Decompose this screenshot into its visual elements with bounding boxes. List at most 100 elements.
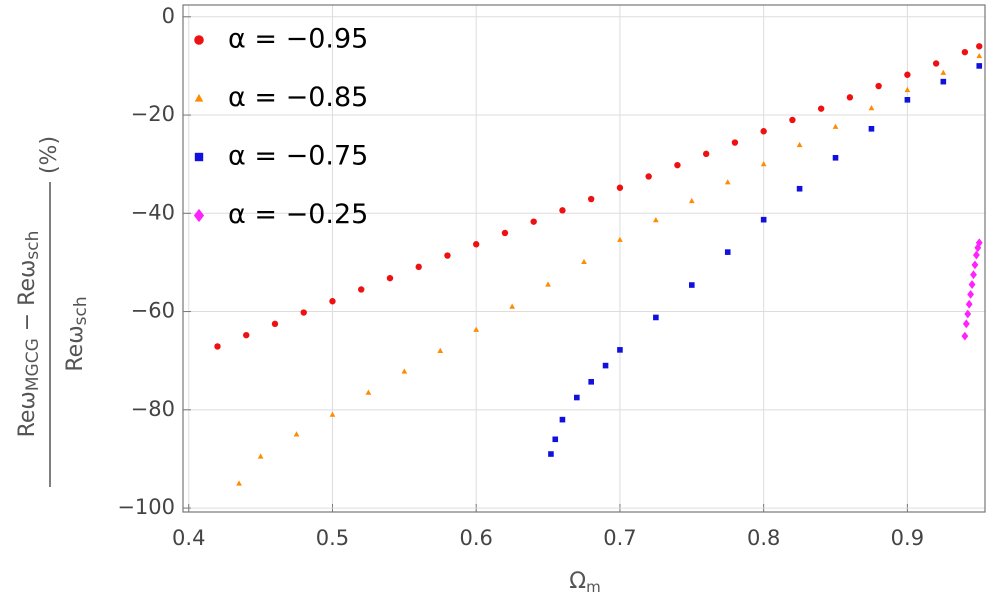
data-point: [962, 319, 970, 329]
data-point: [961, 48, 969, 56]
data-point: [401, 368, 408, 374]
data-point: [868, 126, 875, 132]
y-label-unit: (%): [37, 136, 62, 174]
data-point: [552, 436, 559, 443]
data-point: [760, 161, 767, 167]
data-point: [616, 184, 624, 191]
data-point: [796, 185, 803, 192]
data-point: [970, 270, 977, 280]
data-point: [832, 154, 839, 161]
data-point: [588, 379, 594, 385]
data-point: [702, 150, 710, 158]
data-point: [904, 97, 911, 103]
data-point: [868, 105, 875, 111]
data-point: [386, 274, 394, 282]
data-point: [617, 347, 623, 353]
legend-label: α = −0.25: [228, 199, 368, 230]
data-point: [329, 411, 336, 417]
data-point: [976, 43, 983, 50]
data-point: [971, 260, 979, 270]
data-point: [688, 197, 695, 204]
y-tick-label: −100: [117, 495, 175, 519]
y-label-part: sch: [71, 296, 91, 325]
data-point: [967, 289, 975, 299]
data-point: [688, 282, 695, 288]
data-point: [415, 263, 422, 271]
data-point: [444, 252, 451, 259]
y-label-denominator: Reωsch: [63, 296, 91, 371]
x-tick-label: 0.7: [603, 526, 636, 550]
data-point: [961, 331, 969, 341]
legend-label: α = −0.85: [228, 82, 368, 113]
data-point: [329, 298, 336, 305]
data-point: [932, 60, 940, 67]
data-point: [257, 453, 264, 459]
data-point: [236, 480, 242, 486]
data-point: [293, 431, 300, 437]
y-tick-label: −80: [131, 397, 175, 421]
legend-marker: [194, 152, 204, 162]
data-point: [473, 241, 480, 248]
x-tick-label: 0.5: [316, 526, 349, 550]
data-point: [940, 78, 947, 85]
data-point: [530, 218, 537, 225]
data-point: [972, 250, 980, 260]
data-point: [940, 69, 947, 75]
data-point: [846, 94, 854, 101]
data-point: [437, 347, 444, 353]
x-axis-label: Ωm: [569, 569, 600, 596]
data-point: [545, 281, 551, 287]
data-point: [300, 309, 307, 316]
y-tick-label: −20: [131, 102, 175, 126]
x-tick-label: 0.4: [172, 526, 205, 550]
data-point: [574, 394, 580, 401]
legend-label: α = −0.95: [228, 24, 368, 55]
data-point: [365, 389, 372, 395]
data-point: [724, 179, 731, 185]
data-point: [964, 309, 972, 319]
data-point: [645, 173, 652, 180]
data-point: [817, 105, 825, 112]
legend-marker: [194, 35, 204, 45]
y-label-part: Reω: [15, 391, 40, 437]
data-point: [559, 207, 566, 214]
x-tick-label: 0.8: [747, 526, 780, 550]
y-label-numerator: ReωMGCG − Reωsch: [15, 231, 43, 438]
data-point: [509, 303, 515, 309]
y-tick-label: 0: [162, 4, 175, 28]
data-point: [559, 416, 566, 423]
data-point: [968, 280, 976, 289]
data-point: [904, 86, 911, 93]
data-point: [548, 451, 554, 457]
x-tick-label: 0.9: [891, 526, 924, 550]
data-point: [760, 216, 767, 223]
x-tick-label: 0.6: [460, 526, 493, 550]
plot-frame: [182, 4, 986, 513]
data-point: [975, 238, 983, 248]
data-point: [653, 217, 659, 223]
data-point: [904, 71, 911, 78]
data-point: [617, 236, 623, 242]
data-point: [875, 82, 882, 90]
legend-marker: [193, 208, 205, 223]
data-point: [724, 249, 731, 255]
y-label-part: MGCG: [23, 338, 43, 391]
data-point: [674, 161, 681, 169]
data-point: [473, 326, 480, 332]
data-point: [976, 63, 983, 69]
data-point: [731, 139, 739, 146]
y-label-part: sch: [23, 231, 43, 260]
data-point: [271, 320, 279, 328]
data-point: [358, 286, 365, 293]
data-point: [214, 343, 221, 350]
data-point: [587, 195, 595, 203]
data-point: [243, 331, 250, 339]
y-tick-label: −60: [131, 299, 175, 323]
legend-label: α = −0.75: [228, 141, 368, 172]
data-point: [965, 299, 973, 309]
y-tick-label: −40: [131, 200, 175, 224]
data-point: [653, 314, 659, 321]
x-label-part: m: [586, 578, 601, 596]
